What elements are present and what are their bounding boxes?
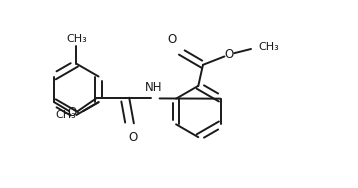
Text: NH: NH: [145, 81, 163, 94]
Text: CH₃: CH₃: [55, 110, 76, 120]
Text: CH₃: CH₃: [66, 34, 87, 44]
Text: O: O: [128, 131, 137, 144]
Text: O: O: [224, 48, 233, 61]
Text: O: O: [67, 106, 77, 119]
Text: CH₃: CH₃: [258, 42, 279, 52]
Text: O: O: [168, 33, 177, 46]
